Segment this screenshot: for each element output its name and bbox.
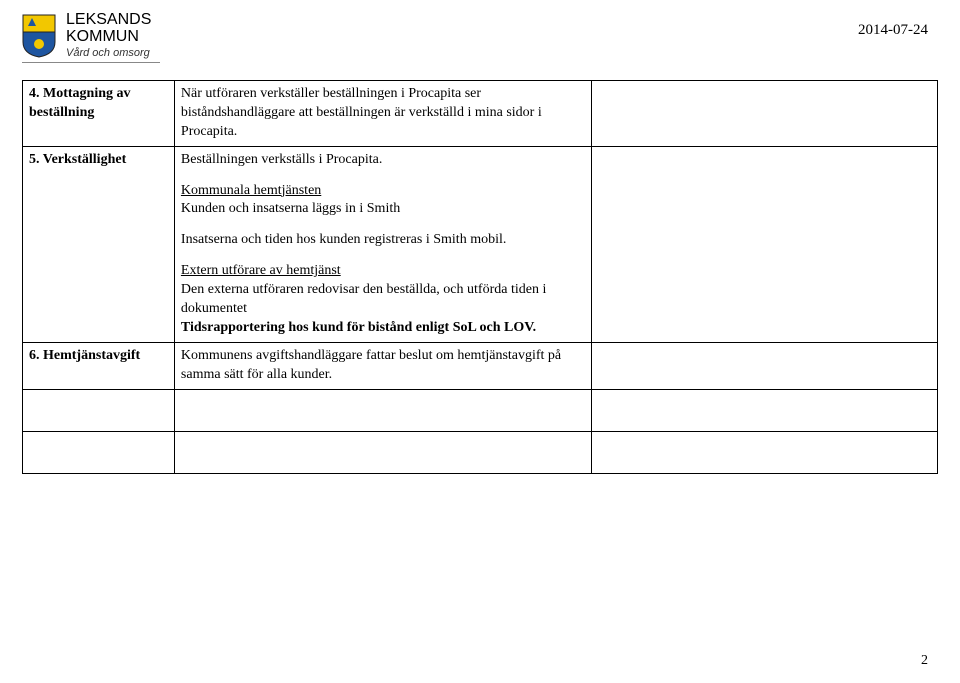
table-row: [23, 389, 938, 431]
row-text-bold: Tidsrapportering hos kund för bistånd en…: [181, 320, 536, 335]
page-header: LEKSANDS KOMMUN Vård och omsorg: [22, 12, 151, 59]
row-label: 6. Hemtjänstavgift: [23, 342, 175, 389]
org-name-line2: KOMMUN: [66, 29, 151, 46]
row-label: [23, 431, 175, 473]
document-date: 2014-07-24: [858, 22, 928, 39]
process-table: 4. Mottagning av beställning När utförar…: [22, 80, 938, 474]
org-name-line1: LEKSANDS: [66, 12, 151, 29]
row-text: Insatserna och tiden hos kunden registre…: [181, 232, 506, 247]
header-underline: [22, 62, 160, 63]
row-extra: [592, 431, 938, 473]
row-label: 4. Mottagning av beställning: [23, 81, 175, 147]
row-text: När utföraren verkställer beställningen …: [181, 86, 542, 139]
row-extra: [592, 389, 938, 431]
row-content: Beställningen verkställs i Procapita. Ko…: [174, 146, 592, 342]
row-extra: [592, 342, 938, 389]
subheading: Extern utförare av hemtjänst: [181, 263, 341, 278]
row-text: Kunden och insatserna läggs in i Smith: [181, 201, 400, 216]
table-row: 4. Mottagning av beställning När utförar…: [23, 81, 938, 147]
page-number: 2: [921, 653, 928, 669]
row-text: Kommunens avgiftshandläggare fattar besl…: [181, 348, 561, 382]
row-text: Beställningen verkställs i Procapita.: [181, 152, 382, 167]
table-row: 6. Hemtjänstavgift Kommunens avgiftshand…: [23, 342, 938, 389]
row-extra: [592, 81, 938, 147]
row-content: [174, 389, 592, 431]
org-subtitle: Vård och omsorg: [66, 48, 151, 60]
table-row: 5. Verkställighet Beställningen verkstäl…: [23, 146, 938, 342]
row-content: När utföraren verkställer beställningen …: [174, 81, 592, 147]
row-text: Den externa utföraren redovisar den best…: [181, 282, 546, 316]
municipal-shield-icon: [22, 14, 56, 58]
row-content: Kommunens avgiftshandläggare fattar besl…: [174, 342, 592, 389]
row-extra: [592, 146, 938, 342]
row-label: [23, 389, 175, 431]
org-name-block: LEKSANDS KOMMUN Vård och omsorg: [66, 12, 151, 59]
row-content: [174, 431, 592, 473]
row-label: 5. Verkställighet: [23, 146, 175, 342]
subheading: Kommunala hemtjänsten: [181, 183, 321, 198]
table-row: [23, 431, 938, 473]
